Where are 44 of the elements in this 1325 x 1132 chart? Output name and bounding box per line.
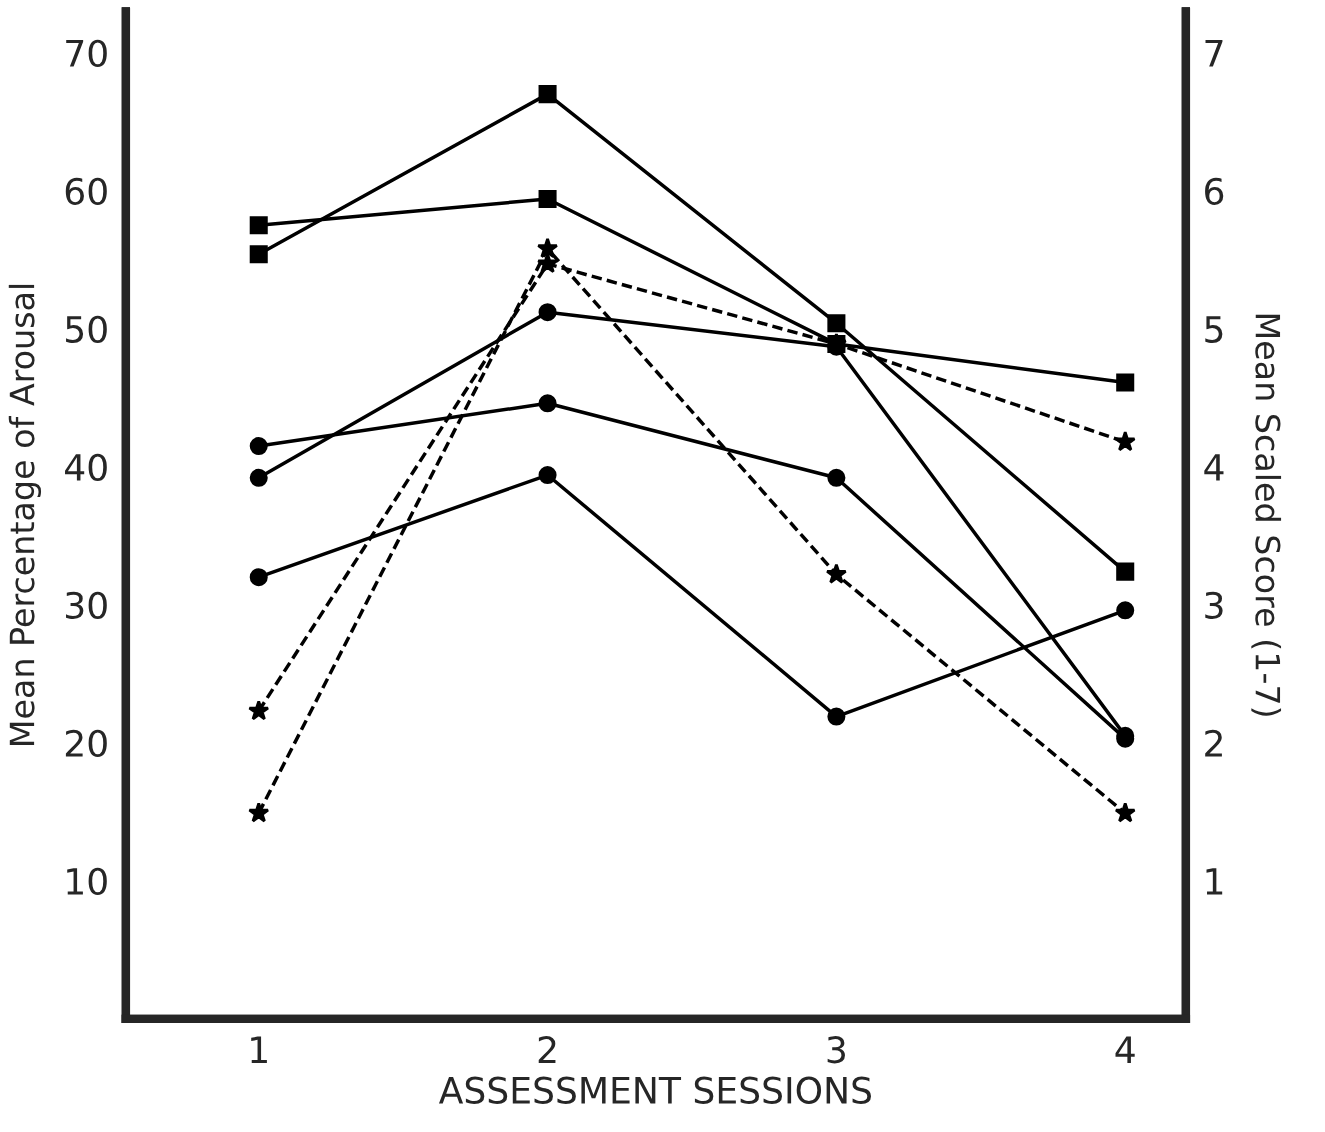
x-axis-title: ASSESSMENT SESSIONS [438, 1076, 872, 1104]
point [1116, 562, 1135, 581]
y2-tick-label: 5 [1205, 316, 1223, 343]
point [1116, 373, 1135, 392]
point [249, 468, 268, 487]
x-tick-label: 4 [1115, 1036, 1135, 1063]
point [825, 563, 848, 584]
y2-tick-label: 1 [1206, 868, 1223, 895]
point [827, 707, 846, 726]
point [248, 699, 270, 721]
x-tick-label: 3 [827, 1036, 845, 1064]
point [249, 568, 268, 587]
point [538, 394, 557, 413]
y-tick-label: 40 [65, 453, 107, 481]
y-tick-label: 70 [66, 39, 107, 67]
y-tick-label: 10 [67, 867, 107, 896]
point [249, 216, 268, 235]
y-axis-title: Mean Percentage of Arousal [8, 284, 42, 746]
point [249, 245, 268, 264]
y2-tick-label: 2 [1205, 729, 1222, 757]
point [536, 237, 559, 258]
point [1114, 430, 1136, 452]
point [1114, 802, 1136, 823]
point [827, 468, 846, 487]
y2-tick-label: 7 [1205, 40, 1223, 67]
y2-tick-label: 3 [1205, 591, 1223, 619]
point [1116, 601, 1135, 620]
point [249, 437, 268, 456]
y-tick-label: 30 [66, 591, 107, 619]
y-tick-label: 60 [65, 177, 107, 205]
point [827, 314, 846, 333]
x-tick-label: 2 [538, 1036, 556, 1063]
y-tick-label: 20 [65, 729, 107, 758]
y2-tick-label: 4 [1204, 454, 1224, 481]
point [536, 252, 559, 274]
point [538, 466, 557, 485]
point [248, 802, 270, 823]
y2-tick-label: 6 [1205, 177, 1224, 205]
point [538, 189, 557, 209]
point [538, 303, 557, 322]
y-tick-label: 50 [66, 315, 107, 343]
x-tick-label: 1 [251, 1036, 267, 1063]
y2-axis-title: Mean Scaled Score (1-7) [1251, 314, 1282, 716]
point [538, 85, 557, 104]
